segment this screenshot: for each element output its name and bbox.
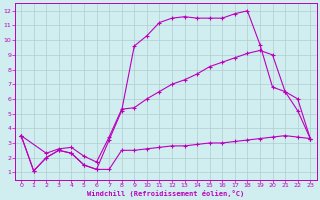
X-axis label: Windchill (Refroidissement éolien,°C): Windchill (Refroidissement éolien,°C): [87, 190, 244, 197]
